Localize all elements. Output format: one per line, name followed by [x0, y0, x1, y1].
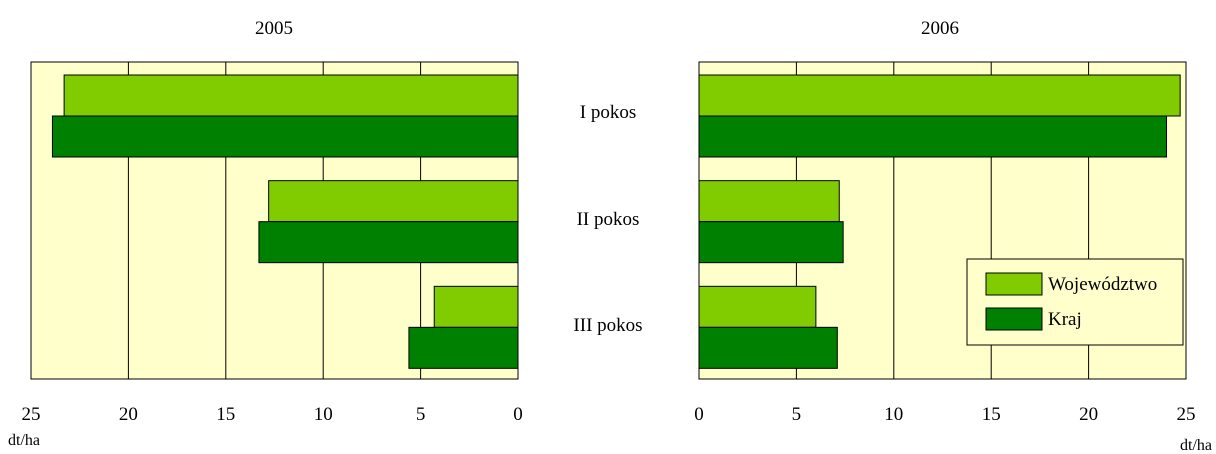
x-tick-labels-2006: 0 5 10 15 20 25: [694, 404, 1195, 425]
legend-swatch-kraj: [985, 307, 1043, 331]
x-axis-unit-2006: dt/ha: [1180, 437, 1212, 454]
x-tick-label: 15: [982, 404, 1001, 425]
legend-swatch-wojewodztwo: [985, 272, 1043, 296]
bar-kraj-1: [51, 115, 519, 158]
chart-panel-2005: 2005 25 20 15 10 5 0 dt/ha: [8, 18, 523, 449]
bar-wojewodztwo-2: [698, 180, 840, 223]
x-tick-label: 10: [314, 404, 333, 425]
bar-kraj-2: [258, 221, 519, 264]
legend-label-wojewodztwo: Województwo: [1048, 274, 1157, 295]
chart-title-2006: 2006: [921, 18, 959, 39]
x-axis-unit-2005: dt/ha: [8, 432, 40, 449]
legend-box: [966, 258, 1184, 346]
bar-kraj-1: [698, 115, 1168, 158]
x-tick-label: 5: [416, 404, 426, 425]
bar-kraj-3: [408, 326, 519, 369]
legend: Województwo Kraj: [966, 258, 1184, 346]
bar-kraj-2: [698, 221, 844, 264]
category-label-3: III pokos: [573, 315, 642, 336]
bar-wojewodztwo-3: [698, 285, 817, 328]
bar-wojewodztwo-1: [698, 74, 1181, 117]
bars-2005: [51, 74, 519, 369]
category-labels: I pokos II pokos III pokos: [573, 102, 642, 336]
chart-title-2005: 2005: [255, 18, 293, 39]
x-tick-label: 0: [694, 404, 704, 425]
bars-2006: [698, 74, 1181, 369]
category-label-2: II pokos: [577, 209, 640, 230]
bar-wojewodztwo-3: [433, 285, 519, 328]
bar-wojewodztwo-2: [268, 180, 519, 223]
chart-panel-2006: 2006 0 5 10 15 20 25 dt/ha Województwo Kraj: [694, 18, 1212, 454]
x-tick-label: 15: [216, 404, 235, 425]
x-tick-label: 10: [884, 404, 903, 425]
bar-wojewodztwo-1: [63, 74, 519, 117]
bar-kraj-3: [698, 326, 838, 369]
x-tick-label: 20: [1079, 404, 1098, 425]
category-label-1: I pokos: [580, 102, 636, 123]
x-tick-label: 5: [792, 404, 802, 425]
x-tick-label: 25: [22, 404, 41, 425]
legend-label-kraj: Kraj: [1048, 309, 1082, 330]
x-tick-label: 0: [513, 404, 523, 425]
x-tick-label: 25: [1177, 404, 1196, 425]
x-tick-label: 20: [119, 404, 138, 425]
x-tick-labels-2005: 25 20 15 10 5 0: [22, 404, 523, 425]
